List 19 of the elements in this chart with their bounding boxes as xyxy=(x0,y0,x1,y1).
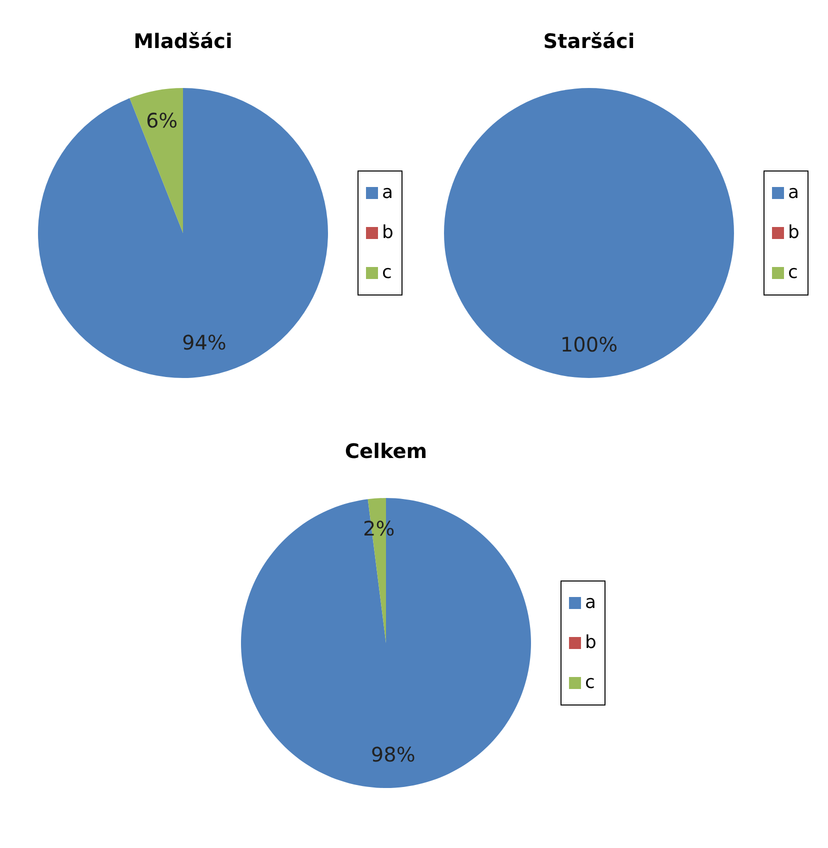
legend-label: a xyxy=(788,182,800,203)
legend-label: a xyxy=(382,182,394,203)
legend-label: c xyxy=(382,262,392,283)
data-label: 94% xyxy=(182,330,226,355)
pie-slice xyxy=(38,88,328,378)
legend-label: b xyxy=(788,222,800,243)
data-label: 6% xyxy=(146,108,178,132)
legend-label: c xyxy=(788,262,798,283)
pie-slice xyxy=(241,498,531,788)
data-label: 98% xyxy=(370,742,416,766)
legend-label: b xyxy=(585,632,596,653)
legend-label: a xyxy=(585,592,596,613)
data-label: 100% xyxy=(560,332,618,357)
legend-label: c xyxy=(585,672,595,693)
legend-label: b xyxy=(382,222,394,243)
chart-title: Celkem xyxy=(344,439,428,463)
chart-title: Mladšáci xyxy=(134,29,232,53)
pie-slice xyxy=(130,88,183,233)
chart-title: Staršáci xyxy=(543,29,635,53)
